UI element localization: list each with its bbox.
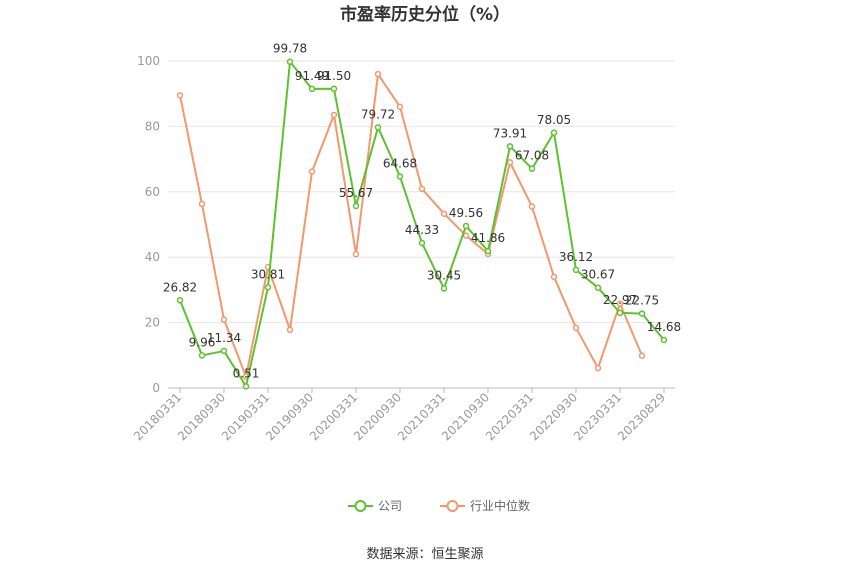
data-point-industry-median bbox=[308, 168, 316, 175]
data-label: 22.97 bbox=[603, 293, 637, 307]
chart-title: 市盈率历史分位（%） bbox=[340, 4, 510, 25]
data-label: 79.72 bbox=[361, 107, 395, 121]
series-layer bbox=[176, 58, 668, 390]
data-point-company bbox=[418, 239, 426, 247]
data-point-industry-median bbox=[638, 352, 646, 359]
y-tick-label: 0 bbox=[152, 381, 160, 395]
data-label: 49.56 bbox=[449, 206, 483, 220]
data-point-industry-median bbox=[418, 185, 426, 193]
data-point-company bbox=[330, 85, 338, 93]
data-label: 9.96 bbox=[189, 335, 216, 349]
data-label: 30.81 bbox=[251, 267, 285, 281]
data-point-company bbox=[374, 124, 382, 131]
data-label: 36.12 bbox=[559, 250, 593, 264]
data-point-industry-median bbox=[594, 364, 602, 372]
legend-label: 行业中位数 bbox=[470, 498, 530, 513]
data-source-note: 数据来源：恒生聚源 bbox=[366, 547, 483, 562]
data-point-company bbox=[242, 383, 250, 390]
axes: 0204060801002018033120180930201903312019… bbox=[131, 54, 675, 443]
data-label: 67.08 bbox=[515, 149, 549, 163]
data-point-company bbox=[352, 202, 360, 210]
legend-swatch-marker bbox=[354, 500, 367, 512]
data-point-industry-median bbox=[616, 300, 624, 307]
data-label: 73.91 bbox=[493, 126, 527, 140]
y-tick-label: 20 bbox=[145, 316, 160, 330]
data-point-company bbox=[594, 284, 602, 291]
data-point-industry-median bbox=[198, 200, 206, 208]
legend: 公司 行业中位数 bbox=[348, 498, 530, 513]
data-label: 55.67 bbox=[339, 186, 373, 200]
data-point-company bbox=[286, 58, 294, 65]
data-label: 99.78 bbox=[273, 42, 307, 56]
data-label: 41.86 bbox=[471, 231, 505, 245]
data-point-company bbox=[528, 165, 536, 172]
data-label: 64.68 bbox=[383, 156, 417, 170]
data-label: 22.75 bbox=[625, 294, 659, 308]
series-line-industry-median bbox=[179, 73, 643, 378]
data-point-company bbox=[550, 129, 558, 137]
data-label: 44.33 bbox=[405, 223, 439, 237]
data-label: 30.45 bbox=[427, 268, 461, 282]
legend-swatch-marker bbox=[446, 500, 459, 512]
data-point-company bbox=[572, 266, 580, 274]
y-tick-label: 40 bbox=[145, 250, 160, 264]
data-point-industry-median bbox=[286, 326, 294, 334]
data-label: 14.68 bbox=[647, 320, 681, 334]
data-point-company bbox=[220, 347, 228, 355]
legend-label: 公司 bbox=[378, 499, 402, 513]
data-point-company bbox=[638, 310, 646, 317]
data-point-company bbox=[506, 143, 514, 150]
data-point-industry-median bbox=[176, 92, 184, 99]
data-point-industry-median bbox=[352, 251, 360, 258]
x-tick-label: 20230829 bbox=[615, 390, 668, 443]
data-point-company bbox=[176, 297, 184, 304]
y-tick-label: 80 bbox=[145, 119, 160, 133]
data-point-company bbox=[396, 173, 404, 180]
data-point-company bbox=[308, 85, 316, 93]
data-point-company bbox=[616, 309, 624, 317]
data-point-company bbox=[484, 247, 492, 255]
data-point-industry-median bbox=[220, 316, 228, 323]
data-point-industry-median bbox=[374, 70, 382, 78]
data-point-company bbox=[462, 222, 470, 230]
data-label: 91.49 bbox=[295, 69, 329, 83]
data-label: 0.51 bbox=[233, 366, 260, 380]
data-point-industry-median bbox=[396, 103, 404, 111]
y-tick-label: 100 bbox=[137, 54, 160, 68]
y-tick-label: 60 bbox=[145, 185, 160, 199]
data-point-industry-median bbox=[528, 203, 536, 210]
data-label: 11.34 bbox=[207, 331, 241, 345]
data-label: 91.50 bbox=[317, 69, 351, 83]
data-point-industry-median bbox=[440, 210, 448, 217]
data-point-company bbox=[660, 336, 668, 344]
data-point-company bbox=[440, 285, 448, 292]
data-label: 78.05 bbox=[537, 113, 571, 127]
data-point-industry-median bbox=[330, 111, 338, 119]
data-point-company bbox=[264, 284, 272, 291]
data-point-industry-median bbox=[572, 324, 580, 332]
data-point-industry-median bbox=[550, 273, 558, 281]
data-label: 26.82 bbox=[163, 280, 197, 294]
data-label: 30.67 bbox=[581, 268, 615, 282]
data-point-company bbox=[198, 352, 206, 359]
data-point-industry-median bbox=[506, 159, 514, 166]
